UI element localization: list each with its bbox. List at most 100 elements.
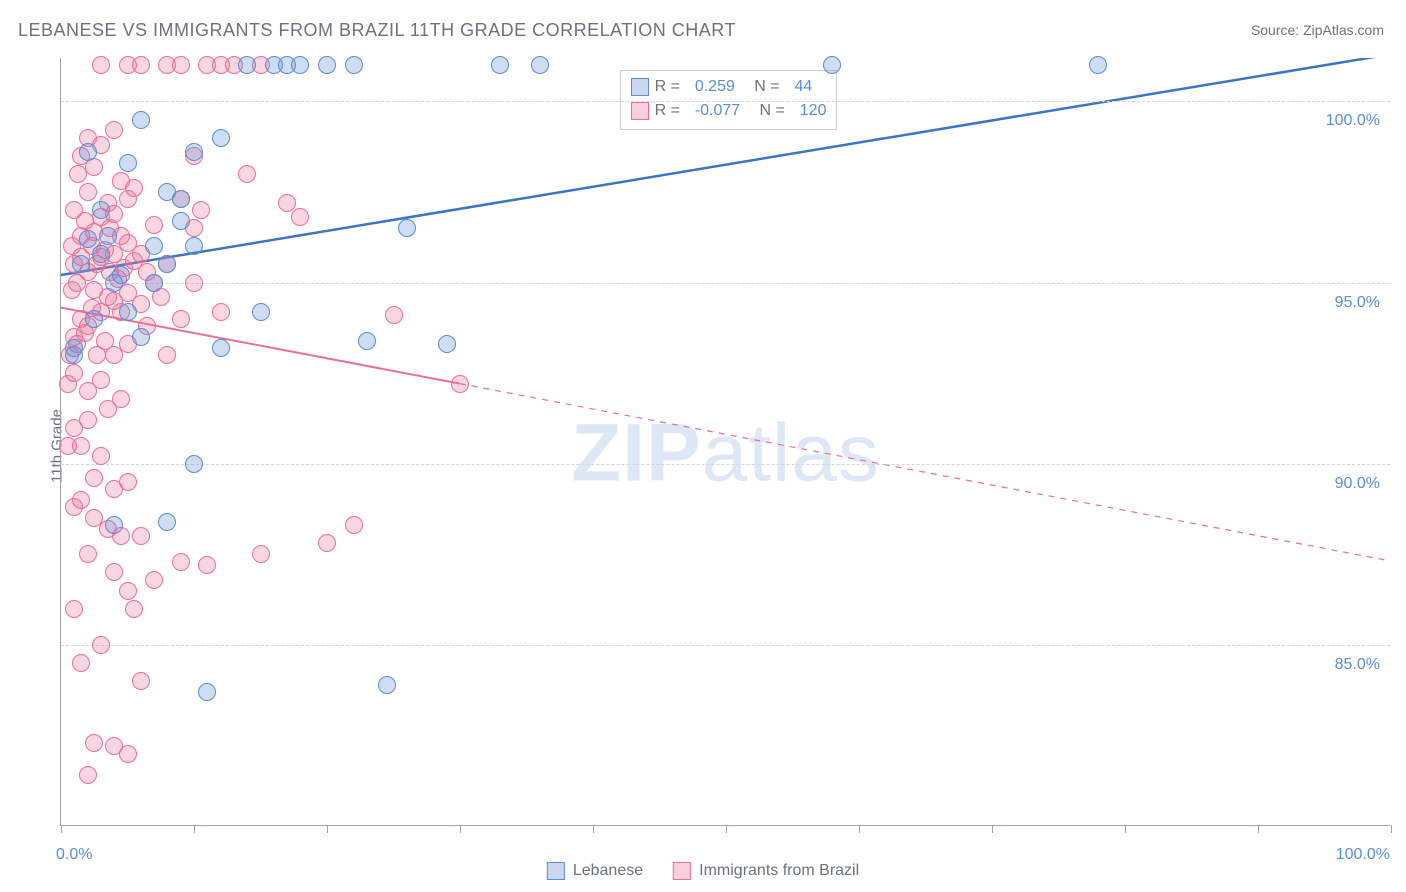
data-point [72, 654, 90, 672]
data-point [105, 516, 123, 534]
data-point [385, 306, 403, 324]
data-point [238, 165, 256, 183]
data-point [172, 553, 190, 571]
data-point [345, 516, 363, 534]
data-point [158, 255, 176, 273]
data-point [172, 190, 190, 208]
legend: LebaneseImmigrants from Brazil [547, 862, 859, 880]
x-tick [327, 825, 328, 833]
x-tick [593, 825, 594, 833]
data-point [172, 310, 190, 328]
data-point [823, 56, 841, 74]
legend-swatch [547, 862, 565, 880]
stat-n-label: N = [741, 75, 789, 99]
data-point [65, 339, 83, 357]
x-tick [726, 825, 727, 833]
x-tick [1391, 825, 1392, 833]
x-tick-label: 100.0% [1336, 846, 1390, 864]
data-point [172, 56, 190, 74]
data-point [92, 371, 110, 389]
data-point [92, 201, 110, 219]
chart-title: LEBANESE VS IMMIGRANTS FROM BRAZIL 11TH … [18, 20, 736, 41]
legend-label: Immigrants from Brazil [699, 862, 859, 880]
data-point [185, 455, 203, 473]
data-point [79, 230, 97, 248]
y-tick-label: 90.0% [1335, 475, 1380, 493]
data-point [132, 672, 150, 690]
data-point [85, 469, 103, 487]
chart-container: LEBANESE VS IMMIGRANTS FROM BRAZIL 11TH … [0, 0, 1406, 892]
data-point [318, 534, 336, 552]
data-point [79, 545, 97, 563]
data-point [278, 194, 296, 212]
data-point [212, 339, 230, 357]
data-point [119, 582, 137, 600]
trend-lines [61, 58, 1390, 825]
x-tick [1258, 825, 1259, 833]
data-point [238, 56, 256, 74]
data-point [119, 154, 137, 172]
data-point [92, 245, 110, 263]
data-point [79, 143, 97, 161]
gridline [61, 464, 1390, 465]
y-tick-label: 95.0% [1335, 294, 1380, 312]
source-link[interactable]: ZipAtlas.com [1303, 22, 1384, 38]
data-point [92, 636, 110, 654]
data-point [531, 56, 549, 74]
data-point [378, 676, 396, 694]
x-tick [61, 825, 62, 833]
data-point [132, 328, 150, 346]
y-tick-label: 85.0% [1335, 656, 1380, 674]
data-point [1089, 56, 1107, 74]
data-point [105, 121, 123, 139]
gridline [61, 101, 1390, 102]
data-point [192, 201, 210, 219]
data-point [105, 563, 123, 581]
stat-r-value: 0.259 [695, 75, 735, 99]
legend-swatch [673, 862, 691, 880]
data-point [291, 56, 309, 74]
data-point [212, 303, 230, 321]
data-point [158, 513, 176, 531]
data-point [358, 332, 376, 350]
data-point [438, 335, 456, 353]
data-point [79, 183, 97, 201]
x-tick [859, 825, 860, 833]
data-point [99, 227, 117, 245]
data-point [72, 491, 90, 509]
data-point [252, 303, 270, 321]
data-point [172, 212, 190, 230]
data-point [345, 56, 363, 74]
gridline [61, 283, 1390, 284]
data-point [145, 274, 163, 292]
stats-row: R = 0.259 N = 44 [631, 75, 827, 99]
data-point [85, 734, 103, 752]
data-point [79, 411, 97, 429]
x-tick [194, 825, 195, 833]
x-tick [1125, 825, 1126, 833]
data-point [79, 766, 97, 784]
stat-r-label: R = [655, 75, 689, 99]
watermark: ZIPatlas [571, 406, 880, 500]
data-point [145, 571, 163, 589]
data-point [92, 56, 110, 74]
data-point [158, 346, 176, 364]
data-point [125, 179, 143, 197]
x-tick [992, 825, 993, 833]
data-point [72, 255, 90, 273]
data-point [85, 310, 103, 328]
data-point [318, 56, 336, 74]
data-point [212, 129, 230, 147]
legend-swatch [631, 102, 649, 120]
data-point [145, 216, 163, 234]
data-point [132, 56, 150, 74]
data-point [112, 390, 130, 408]
legend-swatch [631, 78, 649, 96]
data-point [65, 364, 83, 382]
data-point [185, 274, 203, 292]
data-point [72, 437, 90, 455]
data-point [65, 600, 83, 618]
data-point [119, 473, 137, 491]
stats-box: R = 0.259 N = 44R = -0.077 N = 120 [620, 70, 838, 130]
data-point [198, 683, 216, 701]
